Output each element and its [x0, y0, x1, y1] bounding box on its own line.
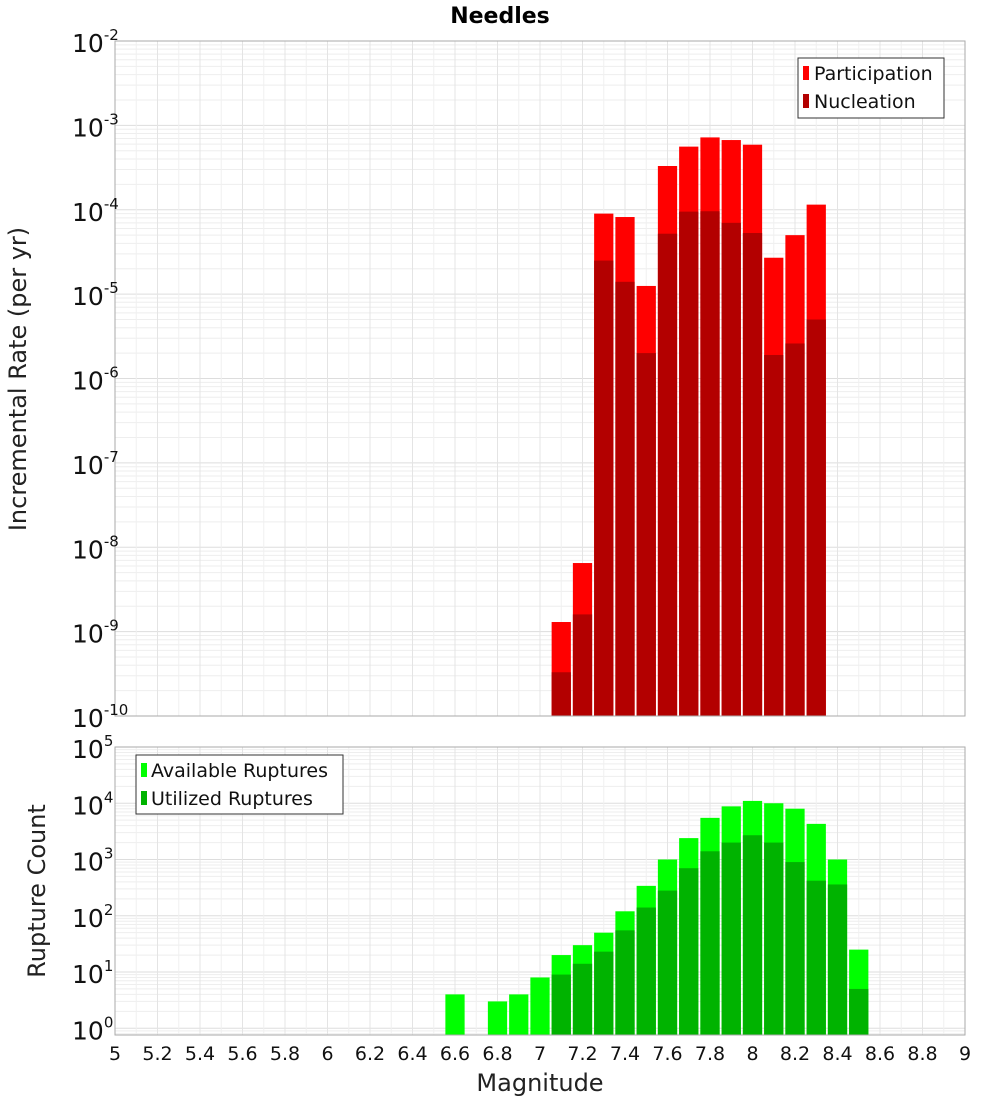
x-tick-label: 8.4	[822, 1043, 852, 1065]
x-tick-label: 8.8	[907, 1043, 937, 1065]
x-tick-label: 5	[109, 1043, 121, 1065]
y-tick-label: 10-9	[72, 617, 119, 649]
bar-available-ruptures-7	[530, 977, 550, 1035]
x-tick-label: 8.2	[780, 1043, 810, 1065]
x-tick-label: 5.4	[185, 1043, 215, 1065]
bar-utilized-ruptures-7.8	[700, 851, 720, 1035]
x-tick-label: 9	[959, 1043, 971, 1065]
y-tick-label: 10-3	[72, 110, 119, 142]
bar-utilized-ruptures-8.5	[849, 988, 869, 1035]
y-tick-label: 102	[72, 901, 113, 933]
chart-title: Needles	[450, 4, 550, 29]
x-tick-label: 6.4	[397, 1043, 427, 1065]
y-tick-labels-count: 105 104 103 102 101 100	[72, 732, 113, 1045]
bar-utilized-ruptures-8	[742, 835, 763, 1035]
bar-available-ruptures-6.8	[487, 1001, 508, 1035]
series-nucleation	[551, 211, 826, 717]
y-axis-label-rate: Incremental Rate (per yr)	[4, 227, 32, 531]
bar-nucleation-7.7	[679, 211, 699, 716]
legend-box-count	[135, 754, 344, 815]
x-tick-label: 8	[746, 1043, 758, 1065]
panel-rupture-count: 105 104 103 102 101 100 Rupture Count Availab…	[23, 732, 966, 1045]
series-utilized-ruptures	[551, 835, 869, 1035]
x-tick-label: 5.8	[270, 1043, 300, 1065]
legend-label-available-ruptures: Available Ruptures	[151, 760, 328, 782]
bar-nucleation-7.8	[700, 211, 720, 717]
bar-nucleation-8	[742, 233, 763, 716]
bar-utilized-ruptures-7.6	[657, 890, 678, 1035]
bar-utilized-ruptures-8.3	[806, 880, 826, 1035]
x-tick-label: 6.6	[440, 1043, 470, 1065]
y-tick-label: 103	[72, 845, 113, 877]
x-tick-label: 6.2	[355, 1043, 385, 1065]
y-axis-label-count: Rupture Count	[23, 804, 51, 978]
x-tick-label: 7.8	[695, 1043, 725, 1065]
x-tick-label: 5.2	[142, 1043, 172, 1065]
y-tick-label: 10-10	[72, 701, 128, 733]
bar-utilized-ruptures-8.2	[785, 862, 805, 1035]
x-tick-label: 6	[321, 1043, 333, 1065]
bar-utilized-ruptures-8.4	[827, 884, 848, 1035]
y-tick-label: 10-6	[72, 364, 119, 396]
plot-border-rate	[114, 40, 966, 717]
x-tick-label: 8.6	[865, 1043, 895, 1065]
legend-label-participation: Participation	[814, 63, 933, 85]
x-tick-label: 7.6	[652, 1043, 682, 1065]
legend-swatch-utilized-ruptures	[141, 791, 147, 805]
x-tick-label: 7.4	[610, 1043, 640, 1065]
legend-rate: Participation Nucleation	[797, 57, 945, 119]
bar-nucleation-7.9	[721, 222, 741, 716]
legend-swatch-participation	[803, 66, 809, 80]
x-tick-labels: 5 5.2 5.4 5.6 5.8 6 6.2 6.4 6.6 6.8 7 7.2 7.4 7.6 7.8 8…	[109, 1043, 971, 1065]
bar-utilized-ruptures-8.1	[764, 842, 784, 1035]
bar-utilized-ruptures-7.2	[572, 963, 593, 1035]
y-tick-label: 10-5	[72, 279, 119, 311]
legend-swatch-nucleation	[803, 94, 809, 108]
bar-nucleation-7.3	[594, 260, 614, 716]
x-axis-label: Magnitude	[476, 1069, 603, 1097]
bar-available-ruptures-6.9	[509, 994, 529, 1035]
panel-incremental-rate: 10-2 10-3 10-4 10-5 10-6 10-7 10-8 10-9 10-10 In…	[4, 26, 966, 733]
y-tick-label: 105	[72, 732, 113, 764]
legend-count: Available Ruptures Utilized Ruptures	[135, 754, 344, 815]
plot-border-count	[114, 746, 966, 1036]
bar-nucleation-7.2	[572, 614, 593, 716]
y-tick-label: 100	[72, 1013, 113, 1045]
bar-nucleation-8.1	[764, 354, 784, 716]
y-tick-label: 10-7	[72, 448, 119, 480]
bar-utilized-ruptures-7.4	[615, 930, 635, 1035]
x-tick-label: 5.6	[227, 1043, 257, 1065]
x-tick-label: 7	[534, 1043, 546, 1065]
bar-utilized-ruptures-7.3	[594, 951, 614, 1035]
legend-label-nucleation: Nucleation	[814, 91, 916, 113]
bar-utilized-ruptures-7.5	[636, 907, 656, 1035]
gridlines-rate	[114, 41, 966, 717]
bar-nucleation-8.3	[806, 319, 826, 716]
x-tick-label: 6.8	[482, 1043, 512, 1065]
bar-nucleation-7.1	[551, 672, 571, 716]
y-tick-labels-rate: 10-2 10-3 10-4 10-5 10-6 10-7 10-8 10-9 10-10	[72, 26, 128, 733]
bar-utilized-ruptures-7.7	[679, 868, 699, 1035]
y-tick-label: 104	[72, 788, 113, 820]
bar-nucleation-8.2	[785, 343, 805, 716]
y-tick-label: 10-2	[72, 26, 119, 58]
bar-utilized-ruptures-7.9	[721, 842, 741, 1035]
y-tick-label: 10-8	[72, 532, 119, 564]
y-tick-label: 10-4	[72, 195, 119, 227]
bar-nucleation-7.4	[615, 281, 635, 716]
y-tick-label: 101	[72, 957, 113, 989]
bar-nucleation-7.5	[636, 353, 656, 716]
bar-utilized-ruptures-7.1	[551, 974, 571, 1035]
bar-available-ruptures-6.6	[445, 994, 465, 1035]
legend-box-rate	[797, 57, 945, 119]
legend-label-utilized-ruptures: Utilized Ruptures	[151, 788, 313, 810]
bar-nucleation-7.6	[657, 233, 678, 716]
legend-swatch-available-ruptures	[141, 763, 147, 777]
x-tick-label: 7.2	[567, 1043, 597, 1065]
